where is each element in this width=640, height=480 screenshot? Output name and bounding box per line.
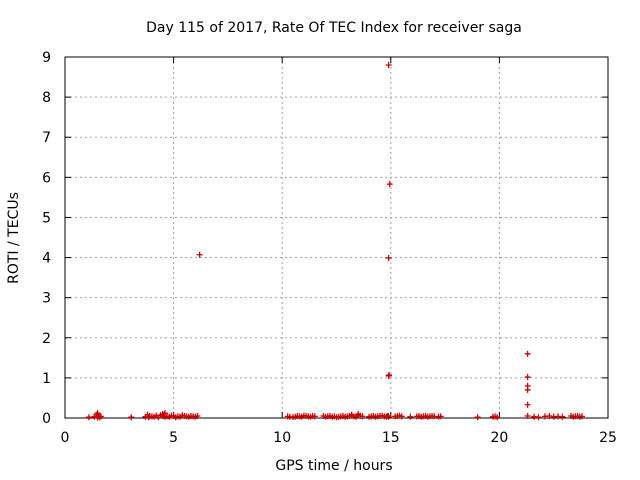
data-point (385, 372, 392, 379)
grid-lines (65, 57, 608, 418)
data-point (385, 62, 392, 69)
data-point (474, 414, 481, 421)
data-point (385, 254, 392, 261)
data-point (194, 412, 201, 419)
data-point (196, 251, 203, 258)
y-tick-label: 2 (42, 331, 51, 347)
data-point (524, 412, 531, 419)
y-axis-label: ROTI / TECUs (6, 192, 22, 284)
data-point (524, 374, 531, 381)
y-tick-label: 7 (42, 130, 51, 146)
data-point (578, 413, 585, 420)
data-point (348, 411, 355, 418)
data-point (437, 413, 444, 420)
x-tick-label: 5 (169, 430, 178, 446)
x-tick-label: 15 (382, 430, 400, 446)
y-tick-label: 8 (42, 90, 51, 106)
data-point (494, 414, 501, 421)
data-point (355, 410, 362, 417)
data-point (161, 413, 168, 420)
data-point (407, 413, 414, 420)
plot-frame (64, 56, 609, 419)
data-point (385, 413, 392, 420)
axis-ticks: 0 5 10 15 20 25 0 1 2 3 4 5 6 7 8 9 (42, 50, 617, 446)
data-point (94, 414, 101, 421)
y-tick-label: 4 (42, 251, 51, 267)
data-point (524, 401, 531, 408)
y-tick-label: 6 (42, 170, 51, 186)
data-point (359, 413, 366, 420)
y-tick-label: 1 (42, 371, 51, 387)
y-tick-label: 9 (42, 50, 51, 66)
x-tick-label: 25 (599, 430, 617, 446)
y-tick-label: 3 (42, 291, 51, 307)
data-point (85, 414, 92, 421)
y-tick-label: 5 (42, 210, 51, 226)
data-point (145, 414, 152, 421)
x-tick-label: 20 (490, 430, 508, 446)
data-points (85, 62, 585, 421)
data-point (128, 414, 135, 421)
data-point (535, 414, 542, 421)
y-tick-label: 0 (42, 411, 51, 427)
data-point (398, 413, 405, 420)
x-tick-label: 10 (273, 430, 291, 446)
data-point (311, 413, 318, 420)
chart-title: Day 115 of 2017, Rate Of TEC Index for r… (146, 20, 522, 36)
data-point (386, 181, 393, 188)
data-point (524, 350, 531, 357)
data-point (559, 413, 566, 420)
data-point (97, 413, 104, 420)
x-tick-label: 0 (61, 430, 70, 446)
data-point (546, 412, 553, 419)
data-point (524, 386, 531, 393)
x-axis-label: GPS time / hours (275, 458, 392, 474)
